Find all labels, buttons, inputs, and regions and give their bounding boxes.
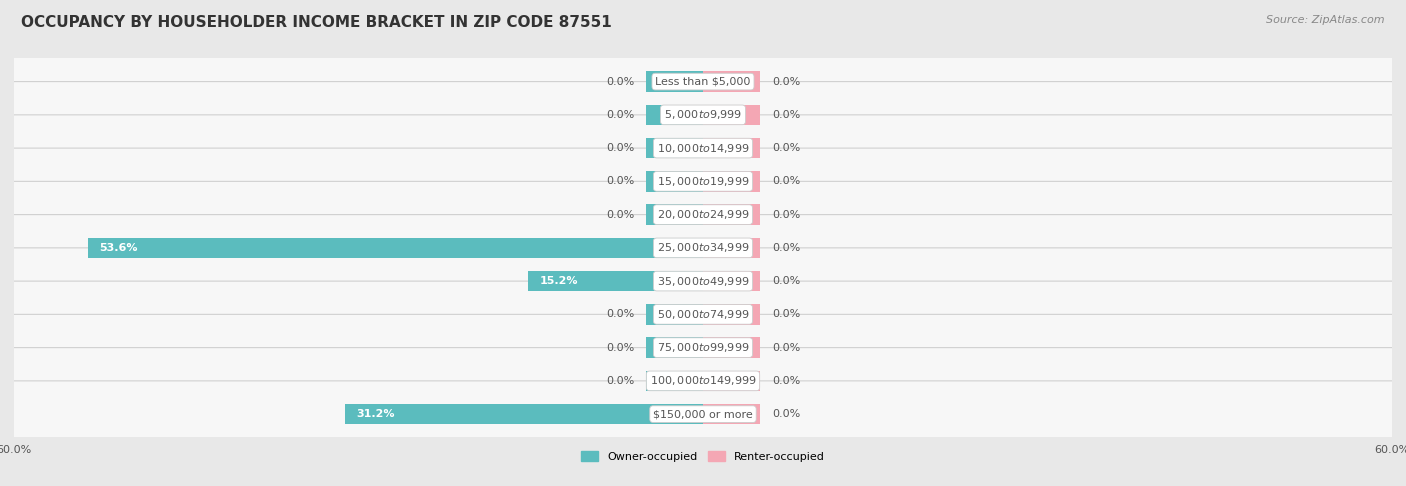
Text: $100,000 to $149,999: $100,000 to $149,999 (650, 374, 756, 387)
Bar (703, 238, 761, 258)
Text: $25,000 to $34,999: $25,000 to $34,999 (657, 242, 749, 254)
Text: $50,000 to $74,999: $50,000 to $74,999 (657, 308, 749, 321)
Bar (645, 370, 703, 391)
Text: 0.0%: 0.0% (606, 209, 634, 220)
Text: OCCUPANCY BY HOUSEHOLDER INCOME BRACKET IN ZIP CODE 87551: OCCUPANCY BY HOUSEHOLDER INCOME BRACKET … (21, 15, 612, 30)
Text: 0.0%: 0.0% (772, 310, 800, 319)
Bar (703, 104, 761, 125)
Text: $20,000 to $24,999: $20,000 to $24,999 (657, 208, 749, 221)
Text: 0.0%: 0.0% (772, 376, 800, 386)
Text: 15.2%: 15.2% (540, 276, 578, 286)
Text: 0.0%: 0.0% (772, 276, 800, 286)
Bar (703, 304, 761, 325)
Text: Less than $5,000: Less than $5,000 (655, 77, 751, 87)
Text: $5,000 to $9,999: $5,000 to $9,999 (664, 108, 742, 122)
Bar (645, 71, 703, 92)
Text: 0.0%: 0.0% (772, 343, 800, 353)
Bar (645, 337, 703, 358)
FancyBboxPatch shape (8, 48, 1398, 115)
FancyBboxPatch shape (8, 115, 1398, 181)
Bar (645, 204, 703, 225)
Text: $150,000 or more: $150,000 or more (654, 409, 752, 419)
Text: 0.0%: 0.0% (772, 110, 800, 120)
Text: 0.0%: 0.0% (606, 110, 634, 120)
Text: 0.0%: 0.0% (606, 376, 634, 386)
Text: 53.6%: 53.6% (98, 243, 138, 253)
Text: $10,000 to $14,999: $10,000 to $14,999 (657, 141, 749, 155)
Bar (703, 271, 761, 292)
Bar (703, 71, 761, 92)
Text: 0.0%: 0.0% (606, 343, 634, 353)
Bar (87, 238, 703, 258)
Text: Source: ZipAtlas.com: Source: ZipAtlas.com (1267, 15, 1385, 25)
FancyBboxPatch shape (8, 148, 1398, 215)
FancyBboxPatch shape (8, 82, 1398, 148)
Text: 0.0%: 0.0% (772, 209, 800, 220)
FancyBboxPatch shape (8, 347, 1398, 414)
Legend: Owner-occupied, Renter-occupied: Owner-occupied, Renter-occupied (576, 446, 830, 466)
Bar (703, 138, 761, 158)
Bar (703, 171, 761, 191)
Bar (344, 404, 703, 424)
Text: $35,000 to $49,999: $35,000 to $49,999 (657, 275, 749, 288)
Bar (703, 370, 761, 391)
FancyBboxPatch shape (8, 181, 1398, 248)
FancyBboxPatch shape (8, 215, 1398, 281)
Text: $75,000 to $99,999: $75,000 to $99,999 (657, 341, 749, 354)
Text: 0.0%: 0.0% (772, 176, 800, 186)
Text: 0.0%: 0.0% (772, 143, 800, 153)
Text: 0.0%: 0.0% (606, 77, 634, 87)
Text: 0.0%: 0.0% (772, 243, 800, 253)
FancyBboxPatch shape (8, 248, 1398, 314)
FancyBboxPatch shape (8, 281, 1398, 347)
Bar (645, 171, 703, 191)
Bar (529, 271, 703, 292)
Bar (645, 104, 703, 125)
Bar (703, 337, 761, 358)
Text: 0.0%: 0.0% (772, 409, 800, 419)
FancyBboxPatch shape (8, 381, 1398, 448)
Text: 0.0%: 0.0% (606, 143, 634, 153)
Text: 31.2%: 31.2% (356, 409, 395, 419)
Bar (645, 138, 703, 158)
Text: 0.0%: 0.0% (772, 77, 800, 87)
Text: $15,000 to $19,999: $15,000 to $19,999 (657, 175, 749, 188)
Bar (703, 404, 761, 424)
FancyBboxPatch shape (8, 314, 1398, 381)
Text: 0.0%: 0.0% (606, 310, 634, 319)
Bar (645, 304, 703, 325)
Text: 0.0%: 0.0% (606, 176, 634, 186)
Bar (703, 204, 761, 225)
